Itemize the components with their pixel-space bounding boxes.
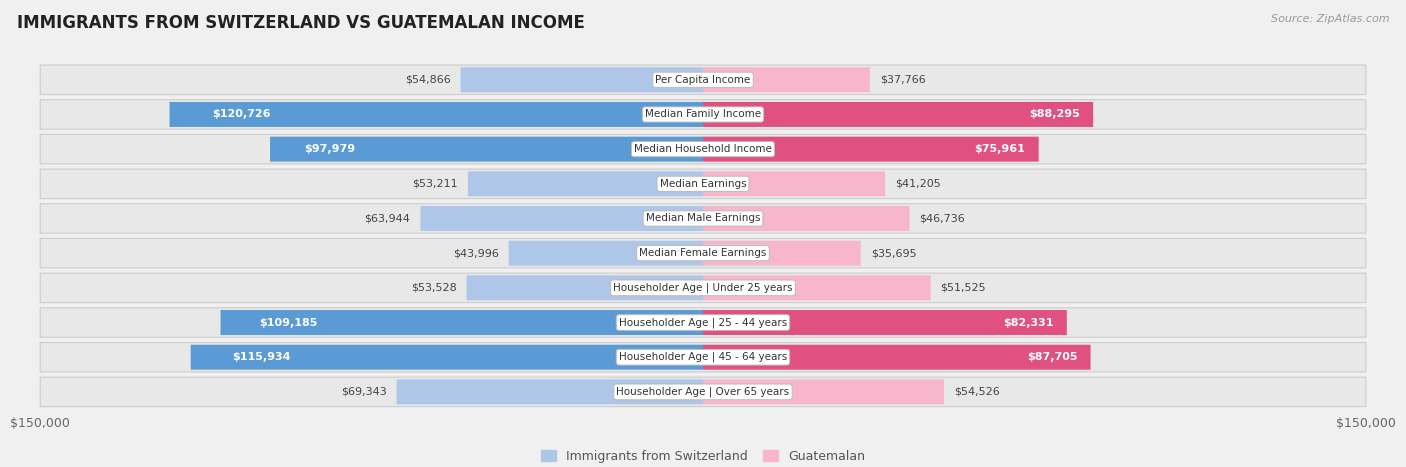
Text: Source: ZipAtlas.com: Source: ZipAtlas.com (1271, 14, 1389, 24)
Text: $35,695: $35,695 (870, 248, 917, 258)
FancyBboxPatch shape (703, 241, 860, 266)
FancyBboxPatch shape (703, 345, 1091, 370)
Text: $97,979: $97,979 (305, 144, 356, 154)
Text: $46,736: $46,736 (920, 213, 965, 224)
Text: $115,934: $115,934 (232, 352, 290, 362)
FancyBboxPatch shape (41, 239, 1365, 268)
Text: Per Capita Income: Per Capita Income (655, 75, 751, 85)
Text: $37,766: $37,766 (880, 75, 925, 85)
Text: $75,961: $75,961 (974, 144, 1025, 154)
FancyBboxPatch shape (41, 65, 1365, 94)
FancyBboxPatch shape (41, 342, 1365, 372)
FancyBboxPatch shape (509, 241, 703, 266)
Text: Householder Age | 25 - 44 years: Householder Age | 25 - 44 years (619, 317, 787, 328)
FancyBboxPatch shape (41, 308, 1365, 337)
Text: Householder Age | 45 - 64 years: Householder Age | 45 - 64 years (619, 352, 787, 362)
Text: $41,205: $41,205 (896, 179, 941, 189)
FancyBboxPatch shape (270, 137, 703, 162)
Text: $109,185: $109,185 (259, 318, 318, 327)
FancyBboxPatch shape (703, 137, 1039, 162)
Legend: Immigrants from Switzerland, Guatemalan: Immigrants from Switzerland, Guatemalan (536, 445, 870, 467)
FancyBboxPatch shape (41, 100, 1365, 129)
FancyBboxPatch shape (703, 206, 910, 231)
FancyBboxPatch shape (461, 67, 703, 92)
FancyBboxPatch shape (703, 67, 870, 92)
Text: $54,866: $54,866 (405, 75, 450, 85)
Text: Median Female Earnings: Median Female Earnings (640, 248, 766, 258)
Text: $63,944: $63,944 (364, 213, 411, 224)
FancyBboxPatch shape (467, 276, 703, 300)
FancyBboxPatch shape (191, 345, 703, 370)
Text: $82,331: $82,331 (1002, 318, 1053, 327)
FancyBboxPatch shape (41, 204, 1365, 233)
Text: Median Earnings: Median Earnings (659, 179, 747, 189)
Text: $51,525: $51,525 (941, 283, 986, 293)
FancyBboxPatch shape (703, 379, 943, 404)
Text: Householder Age | Over 65 years: Householder Age | Over 65 years (616, 387, 790, 397)
Text: $53,211: $53,211 (412, 179, 458, 189)
Text: IMMIGRANTS FROM SWITZERLAND VS GUATEMALAN INCOME: IMMIGRANTS FROM SWITZERLAND VS GUATEMALA… (17, 14, 585, 32)
Text: $54,526: $54,526 (953, 387, 1000, 397)
FancyBboxPatch shape (420, 206, 703, 231)
Text: $69,343: $69,343 (340, 387, 387, 397)
Text: $87,705: $87,705 (1026, 352, 1077, 362)
FancyBboxPatch shape (41, 134, 1365, 164)
FancyBboxPatch shape (221, 310, 703, 335)
Text: $53,528: $53,528 (411, 283, 457, 293)
FancyBboxPatch shape (170, 102, 703, 127)
FancyBboxPatch shape (396, 379, 703, 404)
Text: $120,726: $120,726 (212, 109, 271, 120)
FancyBboxPatch shape (703, 102, 1092, 127)
Text: $43,996: $43,996 (453, 248, 499, 258)
FancyBboxPatch shape (703, 171, 886, 196)
Text: Median Male Earnings: Median Male Earnings (645, 213, 761, 224)
FancyBboxPatch shape (703, 310, 1067, 335)
Text: Median Household Income: Median Household Income (634, 144, 772, 154)
FancyBboxPatch shape (41, 273, 1365, 303)
FancyBboxPatch shape (703, 276, 931, 300)
FancyBboxPatch shape (468, 171, 703, 196)
Text: $88,295: $88,295 (1029, 109, 1080, 120)
FancyBboxPatch shape (41, 377, 1365, 407)
Text: Householder Age | Under 25 years: Householder Age | Under 25 years (613, 283, 793, 293)
FancyBboxPatch shape (41, 169, 1365, 198)
Text: Median Family Income: Median Family Income (645, 109, 761, 120)
